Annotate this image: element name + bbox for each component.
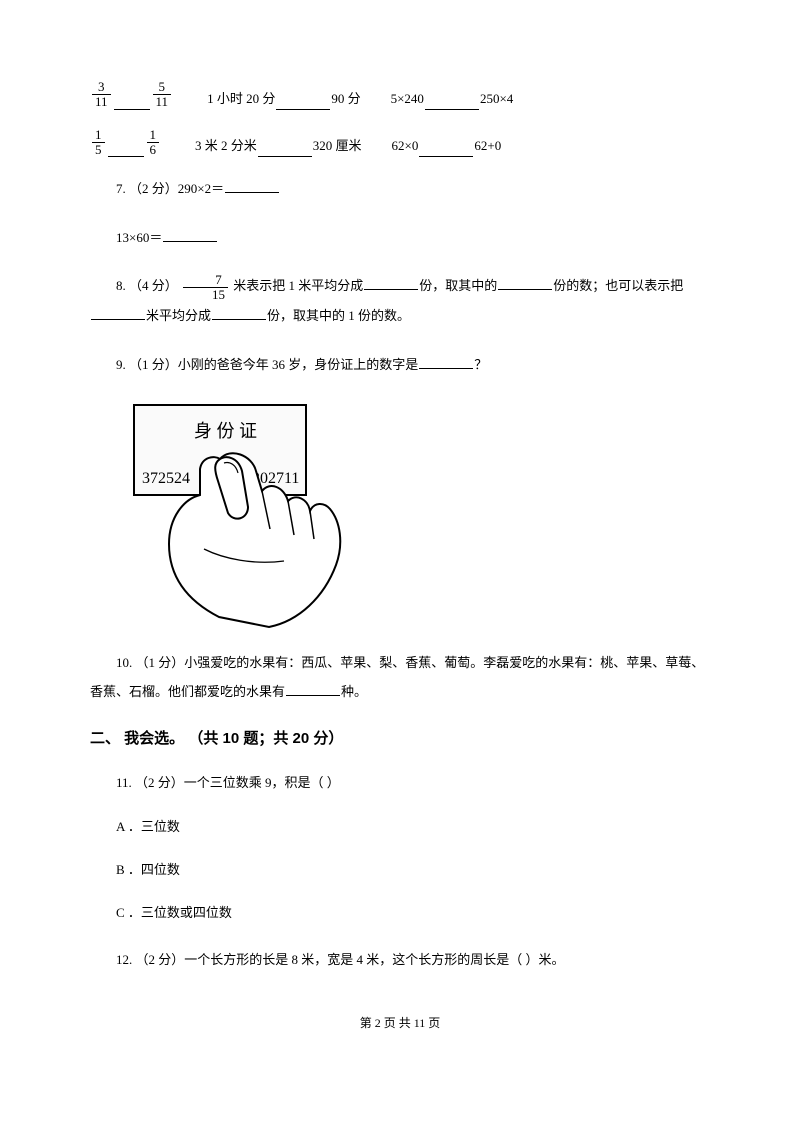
q9-suffix: ？: [474, 357, 487, 372]
page-content: 3 11 5 11 1 小时 20 分 90 分 5×240 250×4 1 5…: [0, 0, 800, 1073]
blank: [419, 142, 473, 157]
numerator: 1: [147, 128, 160, 143]
q7-line2: 13×60＝: [116, 230, 162, 245]
blank: [364, 275, 418, 290]
blank: [425, 95, 479, 110]
text: 320 厘米: [313, 136, 362, 157]
section-2-title: 二、 我会选。 （共 10 题；共 20 分）: [90, 727, 710, 751]
id-card-illustration: 身 份 证 372524 08202711: [124, 399, 354, 629]
denominator: 5: [92, 143, 105, 157]
blank: [286, 681, 340, 696]
text: 62×0: [392, 136, 419, 157]
text: 5×240: [391, 89, 424, 110]
question-9: 9. （1 分）小刚的爸爸今年 36 岁，身份证上的数字是 ？: [90, 351, 710, 380]
card-num-left: 372524: [142, 470, 190, 487]
question-7: 7. （2 分）290×2＝: [90, 175, 710, 204]
q10-text-b: 种。: [341, 684, 367, 699]
q8-mid2: 份，取其中的: [419, 278, 497, 293]
card-title-text: 身 份 证: [194, 421, 257, 441]
denominator: 11: [153, 95, 172, 109]
q8-line2a: 米平均分成: [146, 308, 211, 323]
id-card-svg: 身 份 证 372524 08202711: [124, 399, 354, 629]
blank: [258, 142, 312, 157]
question-7-line2: 13×60＝: [90, 224, 710, 253]
blank: [225, 178, 279, 193]
option-11-C: C ．三位数或四位数: [116, 903, 710, 924]
q10-text-a: 10. （1 分）小强爱吃的水果有：西瓜、苹果、梨、香蕉、葡萄。李磊爱吃的水果有…: [90, 655, 704, 699]
compare-row-2: 1 5 1 6 3 米 2 分米 320 厘米 62×0 62+0: [90, 128, 710, 158]
question-11: 11. （2 分）一个三位数乘 9，积是（ ）: [90, 769, 710, 798]
denominator: 15: [183, 288, 228, 302]
question-10: 10. （1 分）小强爱吃的水果有：西瓜、苹果、梨、香蕉、葡萄。李磊爱吃的水果有…: [90, 649, 710, 706]
denominator: 6: [147, 143, 160, 157]
fraction-7-15: 7 15: [183, 273, 228, 303]
q8-mid1: 米表示把 1 米平均分成: [233, 278, 363, 293]
question-8: 8. （4 分） 7 15 米表示把 1 米平均分成 份，取其中的 份的数；也可以表…: [90, 272, 710, 330]
question-12: 12. （2 分）一个长方形的长是 8 米，宽是 4 米，这个长方形的周长是（ …: [90, 946, 710, 975]
blank: [498, 275, 552, 290]
fraction-5-11: 5 11: [153, 80, 172, 110]
q8-prefix: 8. （4 分）: [116, 278, 178, 293]
numerator: 3: [92, 80, 111, 95]
blank: [212, 305, 266, 320]
q9-text: 9. （1 分）小刚的爸爸今年 36 岁，身份证上的数字是: [116, 357, 418, 372]
compare-row-1: 3 11 5 11 1 小时 20 分 90 分 5×240 250×4: [90, 80, 710, 110]
numerator: 7: [183, 273, 228, 288]
q7-line1: 7. （2 分）290×2＝: [116, 181, 224, 196]
blank: [419, 354, 473, 369]
page-footer: 第 2 页 共 11 页: [90, 1014, 710, 1033]
blank: [91, 305, 145, 320]
text: 250×4: [480, 89, 513, 110]
numerator: 5: [153, 80, 172, 95]
q8-mid3: 份的数；也可以表示把: [553, 278, 683, 293]
text: 62+0: [474, 136, 501, 157]
option-11-B: B ．四位数: [116, 860, 710, 881]
fraction-3-11: 3 11: [92, 80, 111, 110]
blank: [108, 142, 144, 157]
option-11-A: A ．三位数: [116, 817, 710, 838]
fraction-1-5: 1 5: [92, 128, 105, 158]
blank: [276, 95, 330, 110]
q8-line2b: 份，取其中的 1 份的数。: [267, 308, 410, 323]
denominator: 11: [92, 95, 111, 109]
text: 1 小时 20 分: [207, 89, 275, 110]
numerator: 1: [92, 128, 105, 143]
blank: [114, 95, 150, 110]
blank: [163, 227, 217, 242]
text: 3 米 2 分米: [195, 136, 257, 157]
fraction-1-6: 1 6: [147, 128, 160, 158]
text: 90 分: [331, 89, 360, 110]
